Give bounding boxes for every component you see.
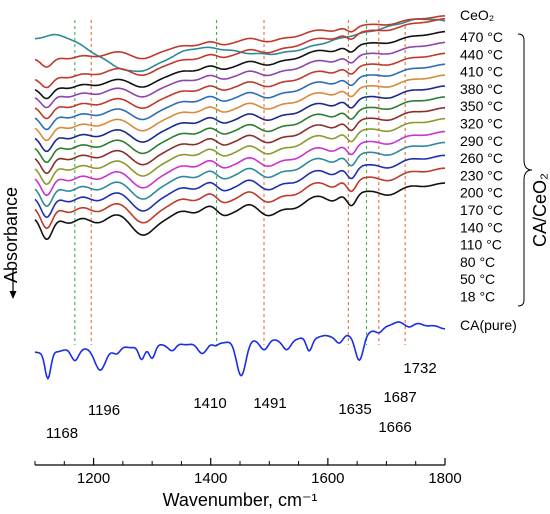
series-label-2: 470 °C [460,29,503,45]
series-label-13: 140 °C [460,219,503,235]
y-axis-label: Absorbance [1,187,21,283]
series-line-13 [34,130,446,197]
series-line-15 [34,154,446,219]
series-line-1 [34,18,446,73]
series-line-6 [34,52,446,120]
series-line-3 [34,17,446,89]
x-axis-label: Wavenumber, cm⁻¹ [163,490,318,510]
x-tick-label-1400: 1400 [194,470,227,487]
series-line-8 [34,74,446,142]
spectra-series [34,15,446,381]
series-line-17 [34,182,445,241]
series-label-5: 380 °C [460,81,503,97]
peak-label-1196: 1196 [88,402,120,419]
series-label-7: 320 °C [460,116,503,132]
series-line-5 [34,41,446,109]
peak-label-1687: 1687 [383,389,416,406]
y-axis-arrow-head-icon [9,291,17,299]
series-label-9: 260 °C [460,150,503,166]
peak-label-1491: 1491 [253,395,286,412]
series-label-1: CeO₂ [460,7,494,23]
series-label-14: 110 °C [460,237,502,253]
y-axis-label-group: Absorbance [1,187,21,299]
group-bracket-shape [517,33,533,307]
group-bracket: CA/CeO₂ [517,33,550,307]
series-label-16: 50 °C [460,271,495,287]
x-axis: 1200 1400 1600 1800 [34,458,462,487]
series-label-10: 230 °C [460,167,503,183]
series-label-12: 170 °C [460,202,503,218]
series-line-16 [34,167,445,230]
series-line-11 [34,107,445,175]
x-tick-label-1800: 1800 [428,470,461,487]
series-label-6: 350 °C [460,98,503,114]
peak-label-1732: 1732 [403,360,436,377]
series-line-10 [34,96,446,164]
series-label-18: CA(pure) [460,317,517,333]
peak-label-1635: 1635 [338,401,371,418]
group-label: CA/CeO₂ [530,173,550,247]
series-label-15: 80 °C [460,254,495,270]
series-line-12 [34,117,445,186]
series-label-3: 440 °C [460,46,503,62]
x-tick-label-1600: 1600 [311,470,344,487]
peak-labels: 1168 1196 1410 1491 1635 1666 1687 1732 [46,360,437,442]
series-line-7 [34,63,446,131]
peak-label-1666: 1666 [378,419,411,436]
series-line-9 [34,85,446,153]
series-line-18 [34,321,446,381]
series-label-8: 290 °C [460,133,503,149]
peak-label-1168: 1168 [46,425,78,442]
series-label-17: 18 °C [460,289,495,305]
series-line-4 [34,30,446,100]
series-line-14 [34,141,446,208]
x-tick-label-1200: 1200 [77,470,110,487]
series-label-4: 410 °C [460,64,503,80]
peak-label-1410: 1410 [193,395,226,412]
series-label-11: 200 °C [460,185,503,201]
series-line-2 [34,15,446,68]
